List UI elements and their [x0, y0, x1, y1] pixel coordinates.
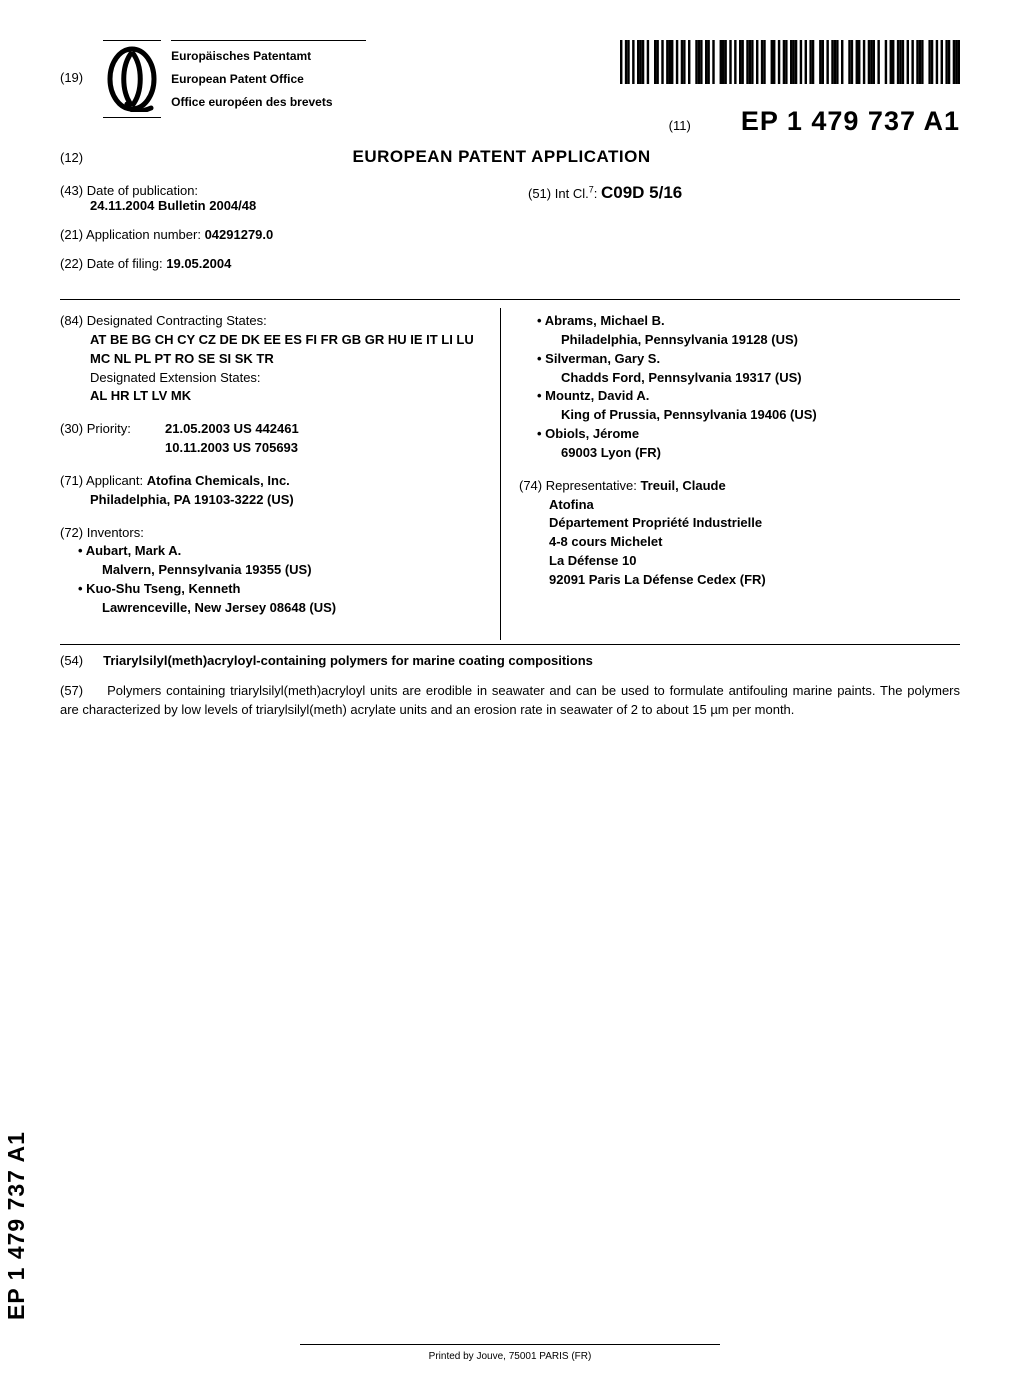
header-left: (19) Europäisches Patentamt European Pat… — [60, 40, 366, 118]
meta-left: (43) Date of publication: 24.11.2004 Bul… — [60, 183, 492, 285]
inventor-name: Obiols, Jérome — [549, 425, 960, 444]
inventor-location: King of Prussia, Pennsylvania 19406 (US) — [549, 406, 960, 425]
intcl-label-pre: Int Cl. — [555, 186, 589, 201]
date-of-publication: (43) Date of publication: 24.11.2004 Bul… — [60, 183, 492, 213]
document-title: EUROPEAN PATENT APPLICATION — [143, 147, 860, 167]
applicant-name: Atofina Chemicals, Inc. — [147, 473, 290, 488]
inid-72: (72) — [60, 525, 83, 540]
inid-57: (57) — [60, 683, 83, 698]
inid-54: (54) — [60, 653, 83, 668]
inid-51: (51) — [528, 186, 551, 201]
application-number: (21) Application number: 04291279.0 — [60, 227, 492, 242]
divider-bottom — [60, 644, 960, 645]
inventor-name: Aubart, Mark A. — [90, 542, 482, 561]
priority-line-2: 10.11.2003 US 705693 — [60, 439, 482, 458]
rep-address-line: 4-8 cours Michelet — [519, 533, 960, 552]
footer-text: Printed by Jouve, 75001 PARIS (FR) — [0, 1351, 1020, 1362]
rep-address-line: 92091 Paris La Défense Cedex (FR) — [519, 571, 960, 590]
title-row: (12) EUROPEAN PATENT APPLICATION — [60, 147, 960, 167]
inventor-location: Chadds Ford, Pennsylvania 19317 (US) — [549, 369, 960, 388]
office-name-de: Europäisches Patentamt — [171, 45, 366, 68]
abstract-text: Polymers containing triarylsilyl(meth)ac… — [60, 683, 960, 717]
invention-title-row: (54) Triarylsilyl(meth)acryloyl-containi… — [60, 653, 960, 668]
int-cl: (51) Int Cl.7: C09D 5/16 — [528, 183, 960, 203]
appnum-value: 04291279.0 — [205, 227, 274, 242]
inventor-location: Lawrenceville, New Jersey 08648 (US) — [90, 599, 482, 618]
designated-states: (84) Designated Contracting States: AT B… — [60, 312, 482, 406]
inventor-name: Kuo-Shu Tseng, Kenneth — [90, 580, 482, 599]
office-name-fr: Office européen des brevets — [171, 91, 366, 114]
dof-value: 19.05.2004 — [166, 256, 231, 271]
inventor-location: 69003 Lyon (FR) — [549, 444, 960, 463]
ext-label: Designated Extension States: — [60, 369, 482, 388]
intcl-code: C09D 5/16 — [601, 183, 682, 202]
applicant-label: Applicant: — [86, 473, 143, 488]
biblio-body: (84) Designated Contracting States: AT B… — [60, 308, 960, 640]
inventor-name: Mountz, David A. — [549, 387, 960, 406]
inventors-label: Inventors: — [87, 525, 144, 540]
barcode — [620, 40, 960, 84]
inventor-item: Aubart, Mark A.Malvern, Pennsylvania 193… — [60, 542, 482, 580]
ds-states: AT BE BG CH CY CZ DE DK EE ES FI FR GB G… — [60, 331, 482, 369]
office-names: Europäisches Patentamt European Patent O… — [171, 40, 366, 113]
rep-address-line: Atofina — [519, 496, 960, 515]
representative: (74) Representative: Treuil, Claude Atof… — [519, 477, 960, 590]
dop-label: Date of publication: — [87, 183, 198, 198]
applicant: (71) Applicant: Atofina Chemicals, Inc. … — [60, 472, 482, 510]
inid-43: (43) — [60, 183, 83, 198]
meta-block: (43) Date of publication: 24.11.2004 Bul… — [60, 183, 960, 285]
header: (19) Europäisches Patentamt European Pat… — [60, 40, 960, 137]
dop-value: 24.11.2004 Bulletin 2004/48 — [60, 198, 492, 213]
inventor-item: Mountz, David A.King of Prussia, Pennsyl… — [519, 387, 960, 425]
date-of-filing: (22) Date of filing: 19.05.2004 — [60, 256, 492, 271]
inid-12: (12) — [60, 150, 83, 165]
meta-right: (51) Int Cl.7: C09D 5/16 — [528, 183, 960, 285]
inventor-item: Abrams, Michael B.Philadelphia, Pennsylv… — [519, 312, 960, 350]
rep-address-line: La Défense 10 — [519, 552, 960, 571]
biblio-right: Abrams, Michael B.Philadelphia, Pennsylv… — [501, 308, 960, 640]
inventor-name: Silverman, Gary S. — [549, 350, 960, 369]
footer-divider — [300, 1344, 720, 1345]
applicant-addr: Philadelphia, PA 19103-3222 (US) — [60, 491, 482, 510]
inid-19: (19) — [60, 70, 83, 85]
inid-21: (21) — [60, 227, 83, 242]
intcl-label-post: : — [594, 186, 598, 201]
epo-logo — [103, 40, 161, 118]
priority-line-1: 21.05.2003 US 442461 — [165, 420, 299, 439]
priority: (30) Priority: 21.05.2003 US 442461 10.1… — [60, 420, 482, 458]
inventor-location: Malvern, Pennsylvania 19355 (US) — [90, 561, 482, 580]
ext-states: AL HR LT LV MK — [60, 387, 482, 406]
rep-name: Treuil, Claude — [640, 478, 725, 493]
dof-label: Date of filing: — [87, 256, 163, 271]
inid-22: (22) — [60, 256, 83, 271]
footer: Printed by Jouve, 75001 PARIS (FR) — [0, 1344, 1020, 1362]
rep-address-line: Département Propriété Industrielle — [519, 514, 960, 533]
inventor-item: Silverman, Gary S.Chadds Ford, Pennsylva… — [519, 350, 960, 388]
side-publication-number: EP 1 479 737 A1 — [3, 1131, 30, 1320]
inventor-location: Philadelphia, Pennsylvania 19128 (US) — [549, 331, 960, 350]
inid-74: (74) — [519, 478, 542, 493]
inventors-right: Abrams, Michael B.Philadelphia, Pennsylv… — [519, 312, 960, 463]
priority-label: Priority: — [87, 421, 131, 436]
inventor-item: Obiols, Jérome69003 Lyon (FR) — [519, 425, 960, 463]
inid-30: (30) — [60, 421, 83, 436]
rep-label: Representative: — [546, 478, 637, 493]
biblio-left: (84) Designated Contracting States: AT B… — [60, 308, 501, 640]
abstract: (57)Polymers containing triarylsilyl(met… — [60, 682, 960, 720]
appnum-label: Application number: — [86, 227, 201, 242]
inventors-left: (72) Inventors: Aubart, Mark A.Malvern, … — [60, 524, 482, 618]
publication-number: EP 1 479 737 A1 — [741, 106, 960, 137]
inventor-item: Kuo-Shu Tseng, KennethLawrenceville, New… — [60, 580, 482, 618]
divider-top — [60, 299, 960, 300]
header-right: (11) EP 1 479 737 A1 — [620, 40, 960, 137]
office-name-en: European Patent Office — [171, 68, 366, 91]
inid-84: (84) — [60, 313, 83, 328]
inventor-name: Abrams, Michael B. — [549, 312, 960, 331]
inid-11: (11) — [669, 118, 691, 133]
publication-line: (11) EP 1 479 737 A1 — [669, 106, 960, 137]
ds-label: Designated Contracting States: — [87, 313, 267, 328]
invention-title: Triarylsilyl(meth)acryloyl-containing po… — [103, 653, 593, 668]
inid-71: (71) — [60, 473, 83, 488]
